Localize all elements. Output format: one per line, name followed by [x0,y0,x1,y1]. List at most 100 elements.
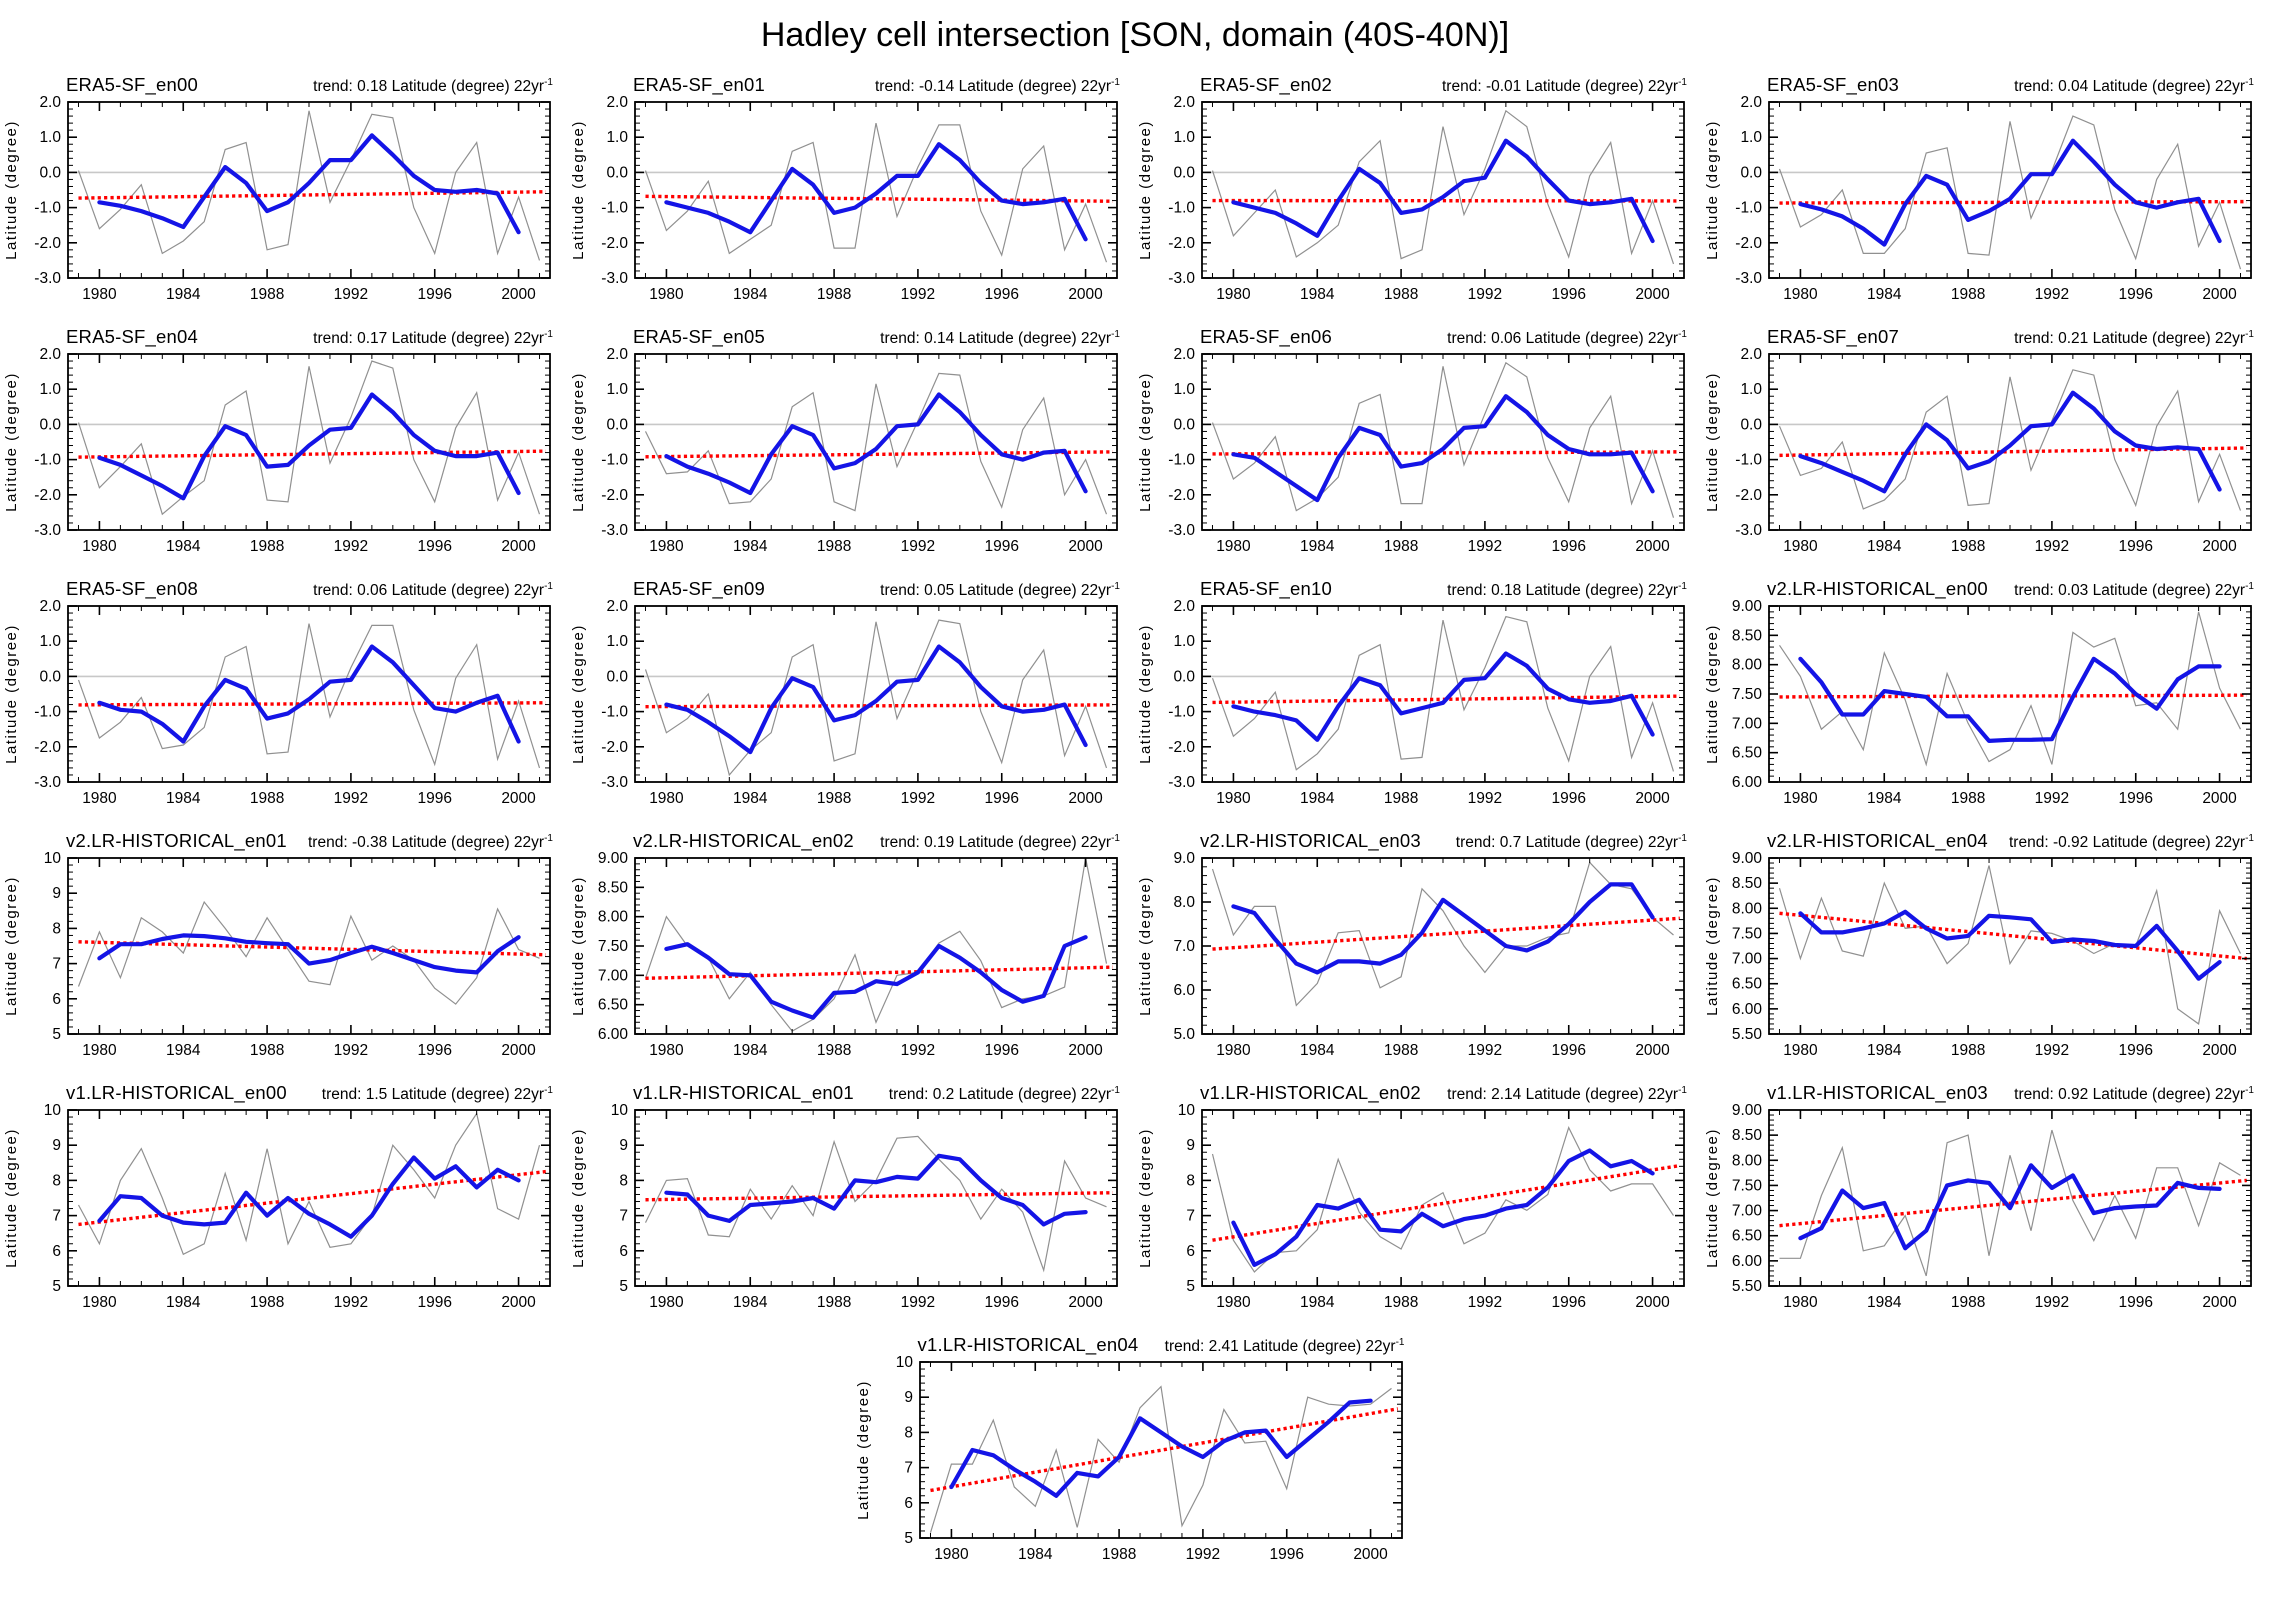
x-tick-label: 1996 [2118,1042,2152,1059]
y-tick-label: 8.50 [598,879,629,896]
panel-trend-label: trend: 0.19 Latitude (degree) 22yr-1 [880,832,1120,851]
y-tick-label: 1.0 [606,381,628,398]
x-tick-label: 1988 [250,286,284,303]
raw-series-line [1778,369,2242,511]
y-axis-label: Latitude (degree) [855,1380,872,1520]
plot-svg: 1980 1984 1988 1992 1996 2000 5.0 6.0 7.0 8.0 9.0 L… [1137,850,1685,1059]
trend-line [1212,916,1680,951]
plot-border [634,605,1118,783]
x-tick-label: 1984 [166,1042,201,1059]
y-tick-label: 10 [44,852,62,867]
y-tick-label: 8 [52,920,61,937]
y-tick-label: -1.0 [1735,452,1762,469]
x-tick-label: 1980 [82,286,117,303]
y-tick-label: 6.00 [1732,774,1763,791]
raw-series-line [77,623,541,769]
panel-title: ERA5-SF_en06 [1200,326,1332,347]
raw-series-line [644,619,1108,777]
x-tick-label: 1984 [166,538,201,555]
x-tick-label: 1988 [1951,1042,1985,1059]
x-tick-label: 2000 [501,1042,536,1059]
x-tick-label: 1996 [984,538,1018,555]
chart-panel: ERA5-SF_en09 trend: 0.05 Latitude (degree… [567,572,1134,824]
x-tick-label: 1988 [1384,538,1418,555]
plot-border [1201,1109,1685,1287]
raw-series-line [1779,611,2242,767]
x-tick-label: 1996 [417,538,451,555]
raw-series-line [1211,861,1674,1007]
y-tick-label: 6.0 [1173,982,1195,999]
y-tick-label: -2.0 [601,235,628,252]
trend-line [645,450,1113,459]
x-tick-label: 1980 [1216,1042,1251,1059]
trend-line [645,965,1113,980]
y-axis-label: Latitude (degree) [570,876,587,1016]
y-tick-label: -3.0 [34,270,61,287]
x-tick-label: 2000 [2202,1042,2237,1059]
plot-svg: 1980 1984 1988 1992 1996 2000 5.50 6.00 6.50 7.00… [1704,850,2252,1059]
x-tick-label: 1980 [1783,286,1818,303]
y-tick-label: 8.00 [1732,900,1763,917]
smoothed-series-line [97,392,521,501]
y-tick-label: 7.50 [1732,1177,1763,1194]
y-tick-label: 1.0 [39,633,61,650]
x-tick-label: 1984 [733,790,768,807]
y-tick-label: -2.0 [1168,487,1195,504]
y-tick-label: 7.00 [1732,715,1763,732]
y-tick-label: 0.0 [1740,416,1762,433]
y-tick-label: 0.0 [1173,416,1195,433]
trend-line [78,449,546,459]
panel-title: ERA5-SF_en00 [66,74,198,95]
raw-series-line [77,1111,541,1256]
panel-title: v2.LR-HISTORICAL_en01 [66,830,287,851]
panel-title: ERA5-SF_en04 [66,326,198,347]
panel-trend-label: trend: 0.04 Latitude (degree) 22yr-1 [2014,76,2254,95]
y-axis-label: Latitude (degree) [3,624,20,764]
x-tick-label: 1992 [901,790,935,807]
trend-line [78,701,546,707]
raw-series-line [1779,1129,2241,1277]
x-tick-label: 1992 [901,286,935,303]
chart-panel: v1.LR-HISTORICAL_en04 trend: 2.41 Latitud… [852,1328,1419,1580]
plot-border [634,857,1118,1035]
x-tick-label: 1984 [166,790,201,807]
y-tick-label: -3.0 [1168,270,1195,287]
chart-panel: ERA5-SF_en00 trend: 0.18 Latitude (degree… [0,68,567,320]
plot-svg: 1980 1984 1988 1992 1996 2000 5 6 7 8 9 10 Latitude … [3,1102,551,1311]
y-axis-label: Latitude (degree) [1704,120,1721,260]
x-tick-label: 1992 [901,538,935,555]
y-tick-label: 9.00 [1732,1104,1763,1119]
y-tick-label: 7 [1186,1208,1195,1225]
x-tick-label: 1980 [1216,790,1251,807]
x-tick-label: 1984 [166,1294,201,1311]
y-tick-label: 9 [1186,1137,1195,1154]
x-tick-label: 1996 [1269,1546,1303,1563]
x-tick-label: 2000 [2202,538,2237,555]
panel-trend-label: trend: -0.01 Latitude (degree) 22yr-1 [1442,76,1687,95]
plot-svg: 1980 1984 1988 1992 1996 2000 -3.0 -2.0 -1.0 0.0 1… [1704,346,2252,555]
y-axis-label: Latitude (degree) [1704,624,1721,764]
plot-svg: 1980 1984 1988 1992 1996 2000 5 6 7 8 9 10 Latitude … [570,1102,1118,1311]
y-tick-label: 8.00 [598,909,629,926]
y-tick-label: -1.0 [601,452,628,469]
y-axis-label: Latitude (degree) [3,876,20,1016]
x-tick-label: 1984 [1300,538,1335,555]
trend-line [645,703,1113,709]
charts-grid: ERA5-SF_en00 trend: 0.18 Latitude (degree… [0,68,2270,1328]
trend-line [645,194,1113,203]
chart-panel: ERA5-SF_en01 trend: -0.14 Latitude (degre… [567,68,1134,320]
y-tick-label: 5.50 [1732,1026,1763,1043]
trend-line [645,1191,1113,1202]
panel-trend-label: trend: 2.41 Latitude (degree) 22yr-1 [1164,1336,1405,1355]
chart-panel: v1.LR-HISTORICAL_en02 trend: 2.14 Latitud… [1134,1076,1701,1328]
y-tick-label: 2.0 [1740,96,1762,111]
x-tick-label: 1984 [1300,1042,1335,1059]
y-tick-label: -2.0 [601,487,628,504]
x-tick-label: 1992 [901,1294,935,1311]
y-tick-label: -3.0 [1735,270,1762,287]
x-tick-label: 1992 [2035,538,2069,555]
x-tick-label: 1988 [817,538,851,555]
y-tick-label: 2.0 [39,600,61,615]
panel-title: ERA5-SF_en01 [633,74,765,95]
x-tick-label: 1988 [1951,790,1985,807]
